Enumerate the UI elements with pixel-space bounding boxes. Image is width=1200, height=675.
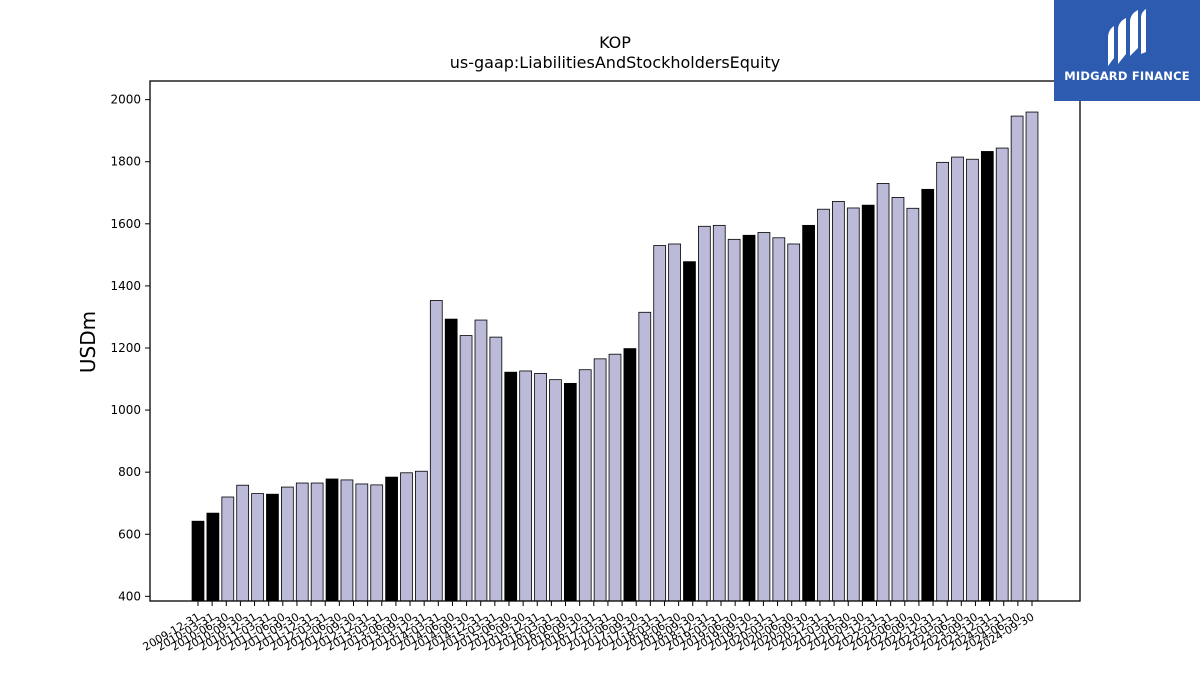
bar bbox=[921, 188, 935, 602]
chart-title: KOP bbox=[599, 33, 631, 52]
bar bbox=[712, 224, 726, 602]
y-tick-label: 1400 bbox=[110, 279, 141, 293]
bar bbox=[191, 520, 205, 602]
y-tick-label: 2000 bbox=[110, 93, 141, 107]
bar bbox=[385, 476, 398, 602]
bar bbox=[429, 300, 443, 602]
bar bbox=[698, 225, 711, 602]
bar bbox=[489, 336, 503, 602]
bar bbox=[832, 201, 845, 602]
bar bbox=[727, 238, 741, 602]
bar bbox=[995, 147, 1009, 602]
bar bbox=[1025, 111, 1039, 602]
y-tick-label: 800 bbox=[118, 465, 141, 479]
bar bbox=[742, 234, 756, 602]
bar bbox=[683, 261, 696, 602]
bar bbox=[519, 370, 533, 602]
bar bbox=[668, 243, 681, 602]
bar bbox=[459, 335, 473, 602]
bar bbox=[906, 207, 920, 602]
bar bbox=[563, 382, 577, 602]
bar bbox=[608, 353, 622, 602]
y-tick-label: 1600 bbox=[110, 217, 141, 231]
bar bbox=[340, 479, 354, 602]
bars-group bbox=[191, 111, 1039, 602]
bar bbox=[936, 161, 950, 602]
bar bbox=[787, 243, 801, 602]
bar bbox=[251, 493, 264, 602]
bar bbox=[846, 207, 860, 602]
y-tick-label: 600 bbox=[118, 527, 141, 541]
bar bbox=[415, 470, 428, 602]
bar bbox=[861, 204, 875, 602]
bar bbox=[400, 472, 413, 602]
bar bbox=[876, 183, 890, 602]
bar bbox=[817, 208, 830, 602]
y-tick-label: 400 bbox=[118, 589, 141, 603]
y-tick-label: 1200 bbox=[110, 341, 141, 355]
bar bbox=[951, 156, 964, 602]
bar bbox=[772, 237, 786, 602]
y-axis-label: USDm bbox=[76, 311, 100, 373]
bar bbox=[444, 318, 458, 602]
bar bbox=[355, 483, 369, 602]
bar bbox=[653, 245, 667, 602]
y-tick-label: 1000 bbox=[110, 403, 141, 417]
y-tick-label: 1800 bbox=[110, 155, 141, 169]
bar bbox=[534, 373, 547, 602]
y-axis-ticks: 400 600 800 1000 1200 1400 1600 1800 2000 bbox=[110, 93, 150, 603]
bar bbox=[370, 484, 384, 602]
chart-subtitle: us-gaap:LiabilitiesAndStockholdersEquity bbox=[450, 53, 781, 72]
bar bbox=[578, 369, 592, 602]
bar bbox=[966, 158, 979, 602]
midgard-finance-logo: MIDGARD FINANCE bbox=[1054, 0, 1200, 101]
bar bbox=[266, 493, 279, 602]
bar bbox=[757, 232, 771, 602]
bar bbox=[474, 319, 488, 602]
bar bbox=[280, 486, 294, 602]
bar bbox=[221, 496, 235, 602]
x-axis-ticks: 2009-12-312010-03-312010-06-302010-09-30… bbox=[141, 601, 1037, 654]
logo-text: MIDGARD FINANCE bbox=[1064, 69, 1190, 83]
bar bbox=[1010, 115, 1024, 602]
bar bbox=[236, 484, 250, 602]
bar bbox=[549, 379, 562, 602]
bar bbox=[295, 482, 309, 602]
bar bbox=[206, 512, 220, 602]
bar bbox=[623, 348, 637, 602]
midgard-logo-icon bbox=[1108, 9, 1146, 66]
bar bbox=[802, 224, 815, 602]
bar bbox=[593, 358, 607, 602]
bar bbox=[504, 371, 518, 602]
bar bbox=[891, 197, 905, 602]
bar bbox=[980, 151, 994, 602]
bar bbox=[325, 478, 339, 602]
bar bbox=[310, 482, 324, 602]
plot-area-frame bbox=[149, 80, 1081, 602]
bar bbox=[638, 311, 652, 602]
